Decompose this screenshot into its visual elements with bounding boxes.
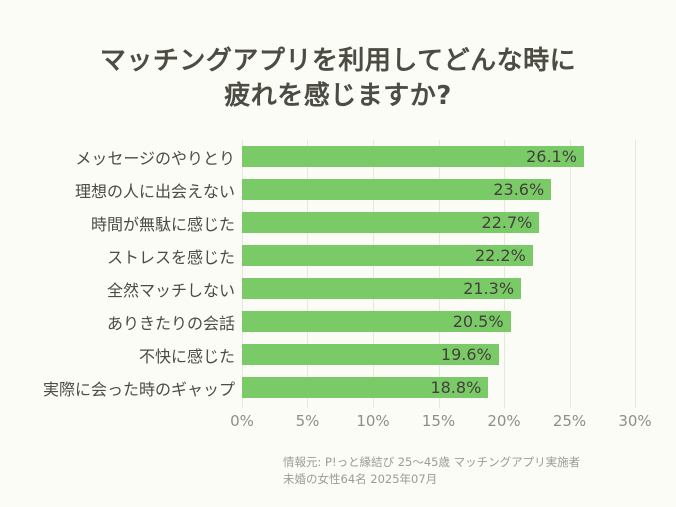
- gridline: [503, 140, 505, 408]
- bar-track: 22.2%: [242, 245, 635, 266]
- bar-row: 時間が無駄に感じた 22.7%: [36, 206, 636, 239]
- x-tick-label: 0%: [230, 412, 254, 430]
- bar-row: 実際に会った時のギャップ 18.8%: [36, 371, 636, 404]
- x-tick-label: 20%: [487, 412, 521, 430]
- x-tick-label: 25%: [552, 412, 587, 430]
- bar-value-label: 26.1%: [526, 147, 577, 166]
- source-note-line1: 情報元: P!っと縁結び 25〜45歳 マッチングアプリ実施者: [283, 455, 581, 469]
- bar-track: 26.1%: [242, 146, 635, 167]
- chart-title: マッチングアプリを利用してどんな時に 疲れを感じますか?: [0, 44, 676, 114]
- x-tick-label: 30%: [618, 412, 652, 430]
- bar: 26.1%: [242, 146, 584, 167]
- bar: 18.8%: [242, 377, 489, 398]
- bar-value-label: 19.6%: [440, 345, 492, 364]
- category-label: 理想の人に出会えない: [74, 181, 235, 201]
- x-tick-label: 15%: [421, 412, 456, 430]
- bar-rows: メッセージのやりとり 26.1% 理想の人に出会えない 23.6% 時間が無駄に…: [36, 140, 636, 404]
- bar-value-label: 21.3%: [463, 279, 515, 298]
- x-tick-label: 5%: [295, 412, 320, 430]
- bar: 21.3%: [242, 278, 522, 299]
- bar-track: 20.5%: [242, 311, 635, 332]
- bar: 19.6%: [242, 344, 499, 365]
- bar-value-label: 22.2%: [474, 246, 526, 265]
- source-note-line2: 未婚の女性64名 2025年07月: [283, 472, 438, 486]
- bar-row: ありきたりの会話 20.5%: [36, 305, 636, 338]
- bar-row: 全然マッチしない 21.3%: [36, 272, 636, 305]
- source-note: 情報元: P!っと縁結び 25〜45歳 マッチングアプリ実施者 未婚の女性64名…: [283, 454, 580, 488]
- bar-track: 22.7%: [242, 212, 635, 233]
- bar: 20.5%: [242, 311, 511, 332]
- bar: 23.6%: [242, 179, 552, 200]
- bar-row: 理想の人に出会えない 23.6%: [36, 173, 636, 206]
- bar: 22.7%: [242, 212, 540, 233]
- gridlines: [242, 140, 636, 408]
- bar-value-label: 23.6%: [493, 180, 545, 199]
- chart-title-line1: マッチングアプリを利用してどんな時に: [99, 46, 577, 76]
- category-label: メッセージのやりとり: [75, 148, 235, 168]
- bar: 22.2%: [242, 245, 533, 266]
- gridline: [569, 140, 571, 408]
- category-label: 全然マッチしない: [106, 280, 235, 300]
- x-tick-label: 10%: [356, 412, 390, 430]
- category-label: ありきたりの会話: [106, 313, 235, 333]
- gridline: [242, 140, 243, 408]
- category-label: 不快に感じた: [138, 346, 235, 366]
- category-label: ストレスを感じた: [106, 247, 235, 267]
- bar-track: 19.6%: [242, 344, 635, 365]
- x-axis: 0% 5% 10% 15% 20% 25% 30%: [230, 412, 652, 434]
- gridline: [372, 140, 374, 408]
- bar-track: 21.3%: [242, 278, 635, 299]
- bar-track: 23.6%: [242, 179, 635, 200]
- bar-value-label: 18.8%: [430, 378, 482, 397]
- bar-value-label: 20.5%: [452, 312, 504, 331]
- gridline: [438, 140, 440, 408]
- bar-row: メッセージのやりとり 26.1%: [36, 140, 636, 173]
- gridline: [307, 140, 309, 408]
- category-label: 時間が無駄に感じた: [90, 214, 235, 234]
- category-label: 実際に会った時のギャップ: [42, 379, 235, 399]
- bar-row: 不快に感じた 19.6%: [36, 338, 636, 371]
- bar-track: 18.8%: [242, 377, 635, 398]
- chart-title-line2: 疲れを感じますか?: [224, 81, 452, 111]
- bar-value-label: 22.7%: [481, 213, 533, 232]
- bar-row: ストレスを感じた 22.2%: [36, 239, 636, 272]
- bar-chart: メッセージのやりとり 26.1% 理想の人に出会えない 23.6% 時間が無駄に…: [36, 140, 652, 430]
- gridline: [635, 140, 636, 408]
